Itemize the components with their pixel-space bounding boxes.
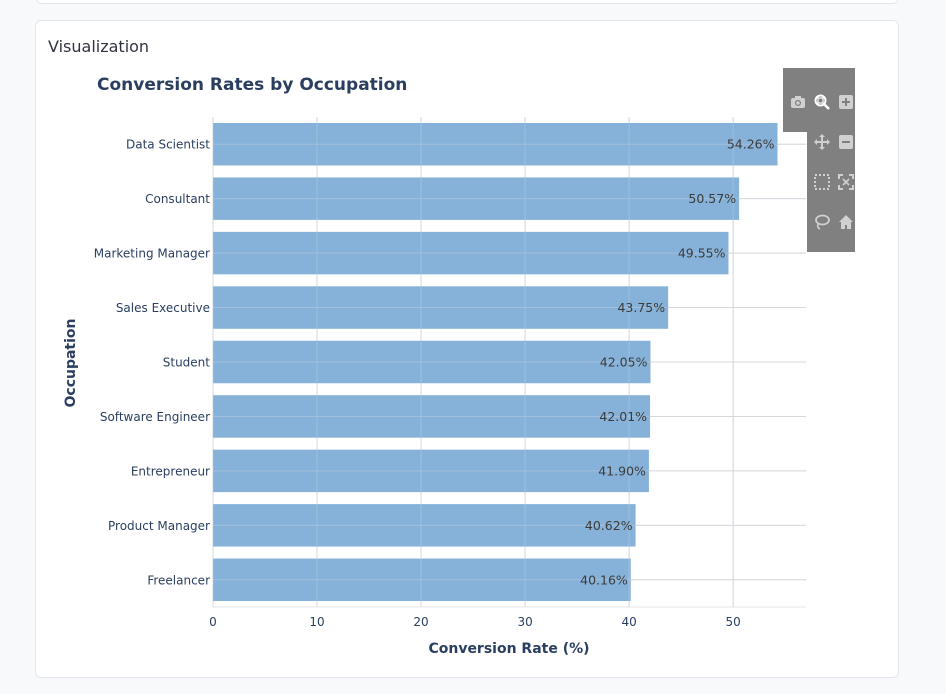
bar-data-label: 41.90% (598, 463, 646, 478)
chart-modebar-side (807, 131, 855, 252)
y-axis-ticks: Data Scientist Consultant Marketing Manage… (94, 138, 211, 588)
panel-heading: Visualization (48, 37, 150, 56)
bar-data-label: 49.55% (678, 246, 726, 261)
bar-data-label: 40.62% (585, 518, 633, 533)
x-tick-label: 30 (517, 615, 532, 629)
camera-icon[interactable] (788, 92, 808, 112)
y-tick-label: Consultant (145, 192, 210, 206)
box-select-icon[interactable] (812, 172, 832, 192)
y-tick-label: Entrepreneur (131, 464, 210, 478)
bar[interactable] (213, 231, 729, 275)
bar[interactable] (213, 286, 669, 329)
bar[interactable] (213, 340, 651, 384)
bar-data-label: 40.16% (580, 572, 628, 587)
y-tick-label: Software Engineer (100, 410, 210, 424)
bar-data-label: 42.05% (600, 355, 648, 370)
bar[interactable] (213, 449, 649, 493)
chart-title: Conversion Rates by Occupation (97, 75, 407, 95)
bar-chart[interactable]: Conversion Rates by Occupation 54.26% 50.… (36, 21, 898, 677)
y-tick-label: Product Manager (108, 519, 210, 533)
x-tick-label: 50 (726, 615, 741, 629)
zoom-out-icon[interactable] (836, 132, 856, 152)
x-tick-label: 20 (413, 615, 428, 629)
previous-panel-card (36, 0, 899, 4)
chart-bars (213, 122, 778, 602)
x-tick-label: 10 (309, 615, 324, 629)
bar[interactable] (213, 558, 631, 602)
x-axis-ticks: 0 10 20 30 40 50 (209, 606, 806, 629)
y-tick-label: Student (163, 356, 211, 370)
x-axis-title: Conversion Rate (%) (428, 641, 589, 657)
bar-data-label: 54.26% (727, 137, 775, 152)
bar-data-label: 43.75% (617, 300, 665, 315)
pan-icon[interactable] (812, 132, 832, 152)
bar-data-label: 50.57% (688, 191, 736, 206)
bar-data-label: 42.01% (599, 409, 647, 424)
y-tick-label: Data Scientist (126, 138, 210, 152)
bar[interactable] (213, 122, 778, 166)
lasso-select-icon[interactable] (812, 212, 832, 232)
bar[interactable] (213, 177, 740, 220)
y-tick-label: Freelancer (147, 573, 210, 587)
x-tick-label: 0 (209, 615, 217, 629)
x-tick-label: 40 (621, 615, 636, 629)
y-axis-title: Occupation (63, 318, 79, 407)
chart-gridlines-overlay (212, 117, 806, 607)
visualization-panel: Visualization Conversion Rates by Occupa… (35, 20, 899, 678)
bar[interactable] (213, 395, 651, 438)
reset-axes-icon[interactable] (836, 212, 856, 232)
chart-data-labels: 54.26% 50.57% 49.55% 43.75% 42.05% 42.01% 41.9… (580, 137, 774, 588)
y-tick-label: Marketing Manager (94, 247, 210, 261)
bar[interactable] (213, 504, 636, 547)
zoom-in-icon[interactable] (836, 92, 856, 112)
autoscale-icon[interactable] (836, 172, 856, 192)
zoom-icon[interactable] (812, 92, 832, 112)
y-tick-label: Sales Executive (116, 301, 210, 315)
